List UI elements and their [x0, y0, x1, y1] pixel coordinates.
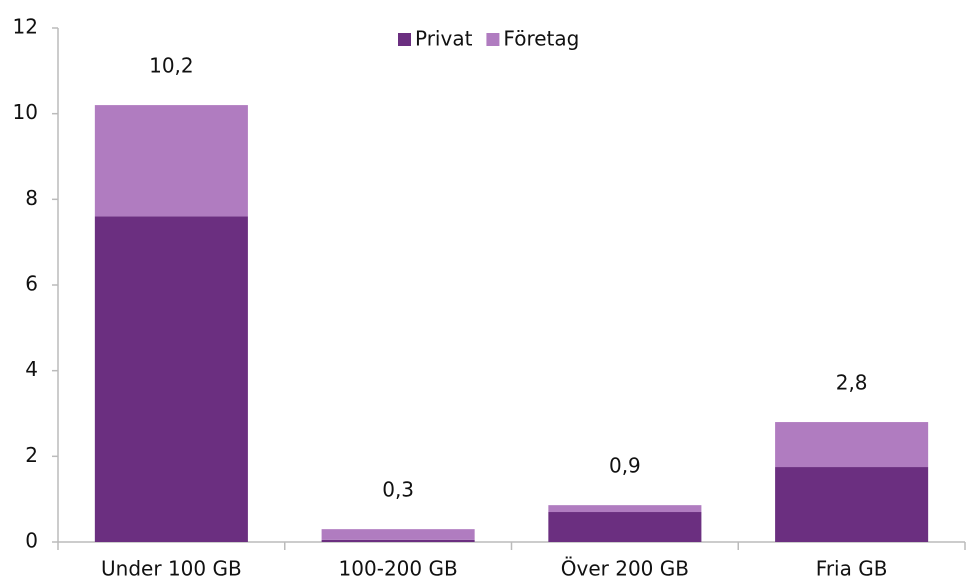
bar-segment	[94, 216, 248, 542]
bar-segment	[775, 467, 929, 542]
bar-segment	[321, 539, 475, 542]
total-label: 10,2	[149, 54, 194, 78]
y-tick-label: 4	[25, 357, 38, 381]
y-tick-label: 0	[25, 529, 38, 553]
y-tick-label: 8	[25, 186, 38, 210]
x-tick-label: 100-200 GB	[339, 557, 458, 581]
x-tick-label: Fria GB	[816, 557, 888, 581]
total-label: 0,9	[609, 454, 641, 478]
x-tick-label: Under 100 GB	[101, 557, 242, 581]
bar-segment	[321, 529, 475, 540]
total-label: 0,3	[382, 478, 414, 502]
bar-segment	[775, 422, 929, 468]
y-tick-label: 6	[25, 272, 38, 296]
y-tick-label: 2	[25, 443, 38, 467]
bar-segment	[548, 512, 702, 542]
legend-swatch	[398, 33, 411, 46]
legend-swatch	[486, 33, 500, 46]
legend-label: Privat	[415, 27, 473, 51]
total-label: 2,8	[836, 371, 868, 395]
y-tick-label: 12	[13, 15, 38, 39]
y-tick-label: 10	[13, 100, 38, 124]
bar-segment	[548, 505, 702, 513]
legend-label: Företag	[503, 27, 579, 51]
bar-segment	[94, 105, 248, 217]
x-tick-label: Över 200 GB	[561, 557, 689, 581]
